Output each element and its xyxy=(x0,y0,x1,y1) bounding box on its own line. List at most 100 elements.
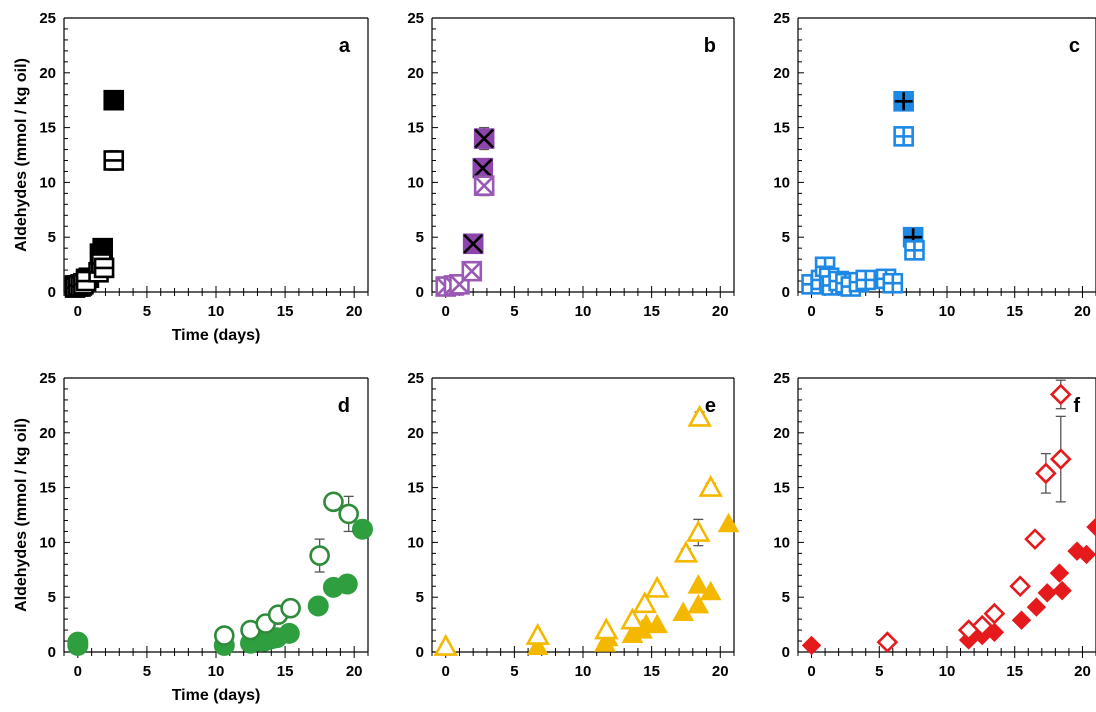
data-series xyxy=(67,518,373,656)
data-point xyxy=(351,518,373,540)
marker-diamond xyxy=(1037,583,1057,603)
data-point xyxy=(687,574,710,594)
data-series xyxy=(462,126,495,255)
data-point xyxy=(717,512,740,533)
marker-diamond xyxy=(971,614,994,637)
panel-letter: a xyxy=(339,35,351,57)
y-tick-label: 10 xyxy=(407,174,424,191)
y-tick-label: 25 xyxy=(773,10,790,27)
data-series xyxy=(801,517,1096,656)
x-tick-label: 0 xyxy=(442,663,450,680)
marker-circle xyxy=(309,545,330,566)
marker-triangle xyxy=(644,575,670,598)
x-tick-label: 15 xyxy=(1006,303,1023,320)
marker-circle xyxy=(280,597,301,619)
y-tick-label: 15 xyxy=(773,480,790,497)
data-series xyxy=(435,175,495,297)
x-tick-label: 5 xyxy=(875,663,883,680)
marker-triangle xyxy=(687,593,710,614)
marker-diamond xyxy=(1026,597,1047,617)
y-tick-label: 5 xyxy=(416,229,424,246)
data-point xyxy=(1026,597,1047,617)
panel-d: 0 5 10 15 20 25 0 5 10 15 20 Time (days) Aldehydes (… xyxy=(13,370,373,704)
marker-triangle xyxy=(632,591,657,614)
marker-triangle xyxy=(717,512,740,533)
data-point xyxy=(983,602,1006,625)
data-point xyxy=(620,607,645,630)
data-point xyxy=(1035,462,1057,485)
y-tick-label: 10 xyxy=(407,534,424,551)
data-series xyxy=(801,126,925,297)
marker-triangle xyxy=(698,474,723,497)
marker-diamond xyxy=(983,602,1006,625)
x-tick-label: 15 xyxy=(643,663,660,680)
y-tick-label: 5 xyxy=(48,589,56,606)
data-point xyxy=(462,233,484,255)
data-point xyxy=(876,631,899,653)
data-point xyxy=(644,575,670,598)
y-tick-label: 25 xyxy=(773,370,790,387)
data-point xyxy=(1037,583,1057,603)
y-tick-label: 15 xyxy=(39,480,56,497)
marker-triangle xyxy=(672,601,695,622)
x-tick-label: 20 xyxy=(1074,663,1091,680)
x-tick-label: 5 xyxy=(875,303,883,320)
panel-e: 0 5 10 15 20 25 0 5 10 15 20 e xyxy=(407,370,740,680)
data-series xyxy=(213,491,359,646)
x-tick-label: 15 xyxy=(277,663,294,680)
data-point xyxy=(309,545,330,566)
marker-triangle xyxy=(594,617,619,640)
panel-letter: e xyxy=(705,395,716,417)
marker-diamond xyxy=(1049,563,1070,583)
marker-diamond xyxy=(1035,462,1057,485)
data-point xyxy=(1009,575,1031,598)
marker-circle xyxy=(278,622,300,644)
marker-diamond xyxy=(1009,575,1031,598)
marker-diamond xyxy=(1011,610,1032,630)
data-point xyxy=(1011,610,1032,630)
marker-diamond xyxy=(1052,580,1072,601)
marker-triangle xyxy=(646,613,668,634)
y-tick-label: 0 xyxy=(782,284,790,301)
marker-triangle xyxy=(620,607,645,630)
marker-triangle xyxy=(687,404,712,427)
y-tick-label: 5 xyxy=(782,229,790,246)
marker-triangle xyxy=(686,519,711,542)
data-point xyxy=(525,622,550,645)
data-point xyxy=(93,257,115,279)
data-point xyxy=(433,633,458,656)
y-tick-label: 0 xyxy=(416,644,424,661)
y-tick-label: 25 xyxy=(39,370,56,387)
x-tick-label: 20 xyxy=(346,663,363,680)
data-point xyxy=(278,622,300,644)
data-point xyxy=(855,269,877,291)
panel-a: 0 5 10 15 20 25 0 5 10 15 20 Time (days) Aldehydes (… xyxy=(13,10,369,344)
y-tick-label: 20 xyxy=(39,65,56,82)
data-point xyxy=(280,597,301,619)
marker-diamond xyxy=(1049,448,1072,470)
y-tick-label: 0 xyxy=(416,284,424,301)
marker-circle xyxy=(213,625,235,646)
data-point xyxy=(904,240,925,261)
data-point xyxy=(103,150,125,171)
y-tick-label: 20 xyxy=(407,425,424,442)
marker-diamond xyxy=(1024,528,1046,550)
y-axis-title: Aldehydes (mmol / kg oil) xyxy=(13,58,30,252)
x-tick-label: 5 xyxy=(143,303,151,320)
data-point xyxy=(1086,517,1096,537)
data-point xyxy=(526,635,549,656)
x-tick-label: 0 xyxy=(74,303,82,320)
x-tick-label: 5 xyxy=(143,663,151,680)
y-tick-label: 5 xyxy=(782,589,790,606)
marker-triangle xyxy=(687,574,710,594)
data-point xyxy=(971,614,994,637)
marker-diamond xyxy=(801,635,822,656)
y-tick-label: 15 xyxy=(407,480,424,497)
panel-letter: f xyxy=(1073,395,1080,417)
data-point xyxy=(687,404,712,427)
data-series xyxy=(64,149,125,298)
x-tick-label: 15 xyxy=(277,303,294,320)
data-point xyxy=(687,593,710,614)
panel-letter: d xyxy=(338,395,350,417)
